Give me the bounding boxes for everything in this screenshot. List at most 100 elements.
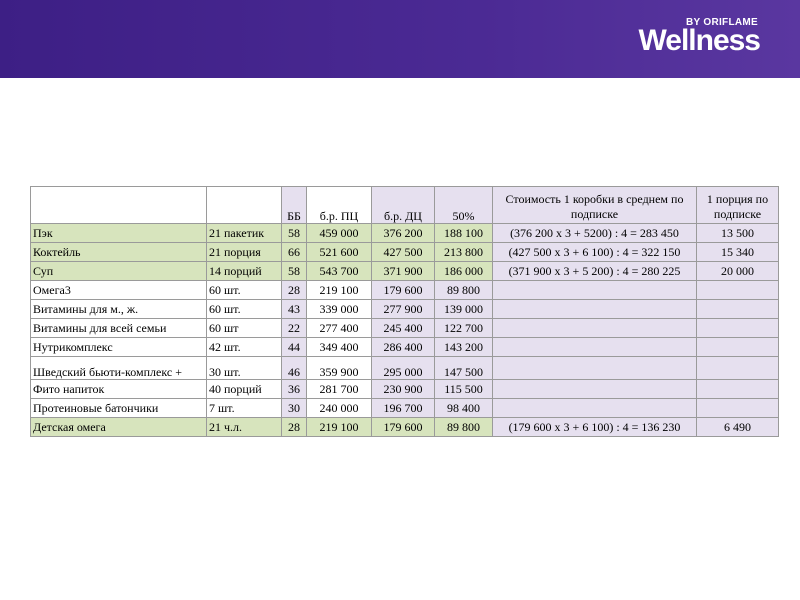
table-row: Фито напиток 40 порций 36 281 700 230 900 115… — [30, 379, 779, 399]
member-price-cell: 179 600 — [371, 417, 435, 437]
product-name-cell: Фито напиток — [30, 379, 207, 399]
bb-points-cell: 30 — [281, 398, 307, 418]
member-price-cell: 295 000 — [371, 356, 435, 380]
logo-by-oriflame: BY ORIFLAME — [685, 17, 758, 28]
product-name-cell: Витамины для всей семьи — [30, 318, 207, 338]
column-header: ББ — [281, 186, 307, 224]
table-row: Пэк 21 пакетик 58 459 000 376 200 188 100 (376… — [30, 223, 779, 243]
bb-points-cell: 43 — [281, 299, 307, 319]
bb-points-cell: 66 — [281, 242, 307, 262]
quantity-cell: 7 шт. — [206, 398, 282, 418]
retail-price-cell: 219 100 — [306, 280, 372, 300]
table-header-row: ББ б.р. ПЦ б.р. ДЦ 50% Стоимость 1 коробки в… — [30, 186, 779, 224]
column-header: б.р. ДЦ — [371, 186, 435, 224]
member-price-cell: 179 600 — [371, 280, 435, 300]
portion-price-cell: 15 340 — [696, 242, 779, 262]
retail-price-cell: 349 400 — [306, 337, 372, 357]
column-header: 1 порция по подписке — [696, 186, 779, 224]
table-row: Шведский бьюти-комплекс + 30 шт. 46 359 90… — [30, 356, 779, 380]
portion-price-cell — [696, 379, 779, 399]
column-header — [206, 186, 282, 224]
subscription-formula-cell: (179 600 х 3 + 6 100) : 4 = 136 230 — [492, 417, 697, 437]
subscription-formula-cell — [492, 318, 697, 338]
quantity-cell: 30 шт. — [206, 356, 282, 380]
logo-wordmark: Wellness — [638, 24, 761, 57]
half-price-cell: 139 000 — [434, 299, 493, 319]
retail-price-cell: 521 600 — [306, 242, 372, 262]
quantity-cell: 14 порций — [206, 261, 282, 281]
half-price-cell: 89 800 — [434, 280, 493, 300]
member-price-cell: 196 700 — [371, 398, 435, 418]
product-name-cell: Нутрикомплекс — [30, 337, 207, 357]
bb-points-cell: 58 — [281, 223, 307, 243]
wellness-logo: BY ORIFLAME Wellness — [610, 12, 761, 62]
portion-price-cell — [696, 299, 779, 319]
quantity-cell: 42 шт. — [206, 337, 282, 357]
retail-price-cell: 543 700 — [306, 261, 372, 281]
price-table: ББ б.р. ПЦ б.р. ДЦ 50% Стоимость 1 коробки в… — [30, 186, 779, 437]
half-price-cell: 186 000 — [434, 261, 493, 281]
quantity-cell: 21 ч.л. — [206, 417, 282, 437]
subscription-formula-cell — [492, 337, 697, 357]
half-price-cell: 143 200 — [434, 337, 493, 357]
table-row: Омега3 60 шт. 28 219 100 179 600 89 800 — [30, 280, 779, 300]
quantity-cell: 60 шт. — [206, 280, 282, 300]
half-price-cell: 122 700 — [434, 318, 493, 338]
portion-price-cell: 6 490 — [696, 417, 779, 437]
portion-price-cell: 20 000 — [696, 261, 779, 281]
portion-price-cell — [696, 356, 779, 380]
retail-price-cell: 459 000 — [306, 223, 372, 243]
member-price-cell: 371 900 — [371, 261, 435, 281]
quantity-cell: 60 шт. — [206, 299, 282, 319]
member-price-cell: 376 200 — [371, 223, 435, 243]
bb-points-cell: 46 — [281, 356, 307, 380]
product-name-cell: Коктейль — [30, 242, 207, 262]
table-row: Детская омега 21 ч.л. 28 219 100 179 600 89 … — [30, 417, 779, 437]
half-price-cell: 188 100 — [434, 223, 493, 243]
portion-price-cell — [696, 318, 779, 338]
half-price-cell: 89 800 — [434, 417, 493, 437]
portion-price-cell — [696, 337, 779, 357]
header-banner: BY ORIFLAME Wellness — [0, 0, 800, 78]
retail-price-cell: 219 100 — [306, 417, 372, 437]
subscription-formula-cell: (376 200 х 3 + 5200) : 4 = 283 450 — [492, 223, 697, 243]
portion-price-cell — [696, 280, 779, 300]
product-name-cell: Детская омега — [30, 417, 207, 437]
subscription-formula-cell — [492, 280, 697, 300]
bb-points-cell: 58 — [281, 261, 307, 281]
table-row: Протеиновые батончики 7 шт. 30 240 000 196 7… — [30, 398, 779, 418]
column-header: б.р. ПЦ — [306, 186, 372, 224]
member-price-cell: 286 400 — [371, 337, 435, 357]
retail-price-cell: 281 700 — [306, 379, 372, 399]
half-price-cell: 115 500 — [434, 379, 493, 399]
quantity-cell: 60 шт — [206, 318, 282, 338]
product-name-cell: Пэк — [30, 223, 207, 243]
quantity-cell: 40 порций — [206, 379, 282, 399]
half-price-cell: 213 800 — [434, 242, 493, 262]
subscription-formula-cell — [492, 356, 697, 380]
subscription-formula-cell — [492, 398, 697, 418]
table-row: Витамины для всей семьи 60 шт 22 277 400 245… — [30, 318, 779, 338]
product-name-cell: Омега3 — [30, 280, 207, 300]
table-row: Коктейль 21 порция 66 521 600 427 500 213 800… — [30, 242, 779, 262]
product-name-cell: Суп — [30, 261, 207, 281]
column-header: Стоимость 1 коробки в среднем по подписк… — [492, 186, 697, 224]
table-row: Суп 14 порций 58 543 700 371 900 186 000 (371 … — [30, 261, 779, 281]
bb-points-cell: 44 — [281, 337, 307, 357]
retail-price-cell: 240 000 — [306, 398, 372, 418]
portion-price-cell — [696, 398, 779, 418]
half-price-cell: 147 500 — [434, 356, 493, 380]
product-name-cell: Протеиновые батончики — [30, 398, 207, 418]
retail-price-cell: 277 400 — [306, 318, 372, 338]
retail-price-cell: 359 900 — [306, 356, 372, 380]
product-name-cell: Шведский бьюти-комплекс + — [30, 356, 207, 380]
table-row: Нутрикомплекс 42 шт. 44 349 400 286 400 143 2… — [30, 337, 779, 357]
column-header: 50% — [434, 186, 493, 224]
column-header — [30, 186, 207, 224]
member-price-cell: 427 500 — [371, 242, 435, 262]
quantity-cell: 21 порция — [206, 242, 282, 262]
subscription-formula-cell — [492, 299, 697, 319]
subscription-formula-cell: (371 900 х 3 + 5 200) : 4 = 280 225 — [492, 261, 697, 281]
bb-points-cell: 28 — [281, 417, 307, 437]
bb-points-cell: 28 — [281, 280, 307, 300]
